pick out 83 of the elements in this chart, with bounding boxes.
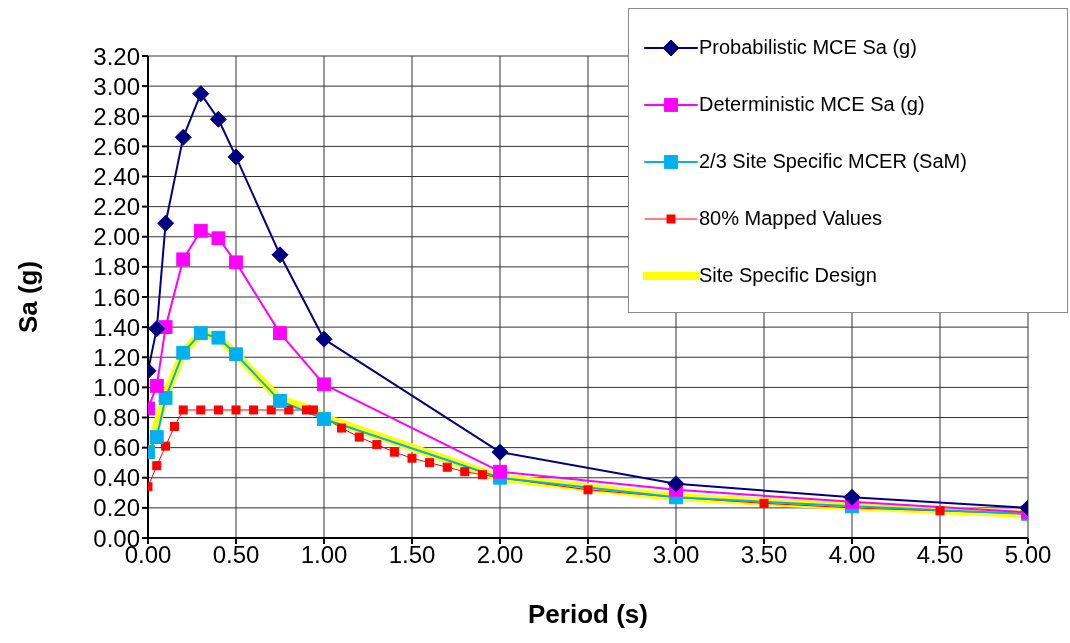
point (407, 453, 417, 463)
y-tick-label: 0.60 (93, 434, 140, 462)
point (759, 498, 769, 508)
x-tick-label: 4.50 (916, 541, 964, 569)
y-tick-label: 1.40 (93, 313, 140, 341)
point (231, 405, 241, 415)
y-tick-label: 2.40 (93, 163, 140, 191)
point (193, 326, 208, 341)
y-tick-label: 0.20 (93, 494, 140, 522)
y-tick-label: 1.00 (93, 373, 140, 401)
y-tick-label: 2.60 (93, 132, 140, 160)
legend-label: Probabilistic MCE Sa (g) (699, 36, 917, 59)
point (196, 405, 206, 415)
y-tick-label: 1.60 (93, 283, 140, 311)
y-tick-label: 2.00 (93, 223, 140, 251)
point (493, 464, 507, 479)
y-tick-label: 3.20 (93, 42, 140, 70)
y-tick-label: 3.00 (93, 72, 140, 100)
point (284, 405, 294, 415)
legend-label: 80% Mapped Values (699, 207, 883, 230)
point (193, 223, 208, 238)
point (317, 377, 331, 392)
point (149, 430, 164, 444)
point (176, 345, 191, 360)
point (211, 330, 226, 345)
point (308, 405, 318, 415)
point (161, 441, 171, 451)
point (169, 422, 179, 432)
x-tick-label: 3.50 (740, 541, 788, 569)
point (192, 85, 210, 103)
point (442, 462, 452, 472)
x-tick-label: 2.00 (476, 541, 524, 569)
y-tick-label: 0.40 (93, 464, 140, 492)
y-tick-label: 2.20 (93, 193, 140, 221)
y-tick-label: 0.80 (93, 404, 140, 432)
point (213, 405, 223, 415)
point (337, 423, 347, 433)
y-tick-label: 1.80 (93, 253, 140, 281)
legend-label: Site Specific Design (699, 264, 877, 287)
point (266, 405, 276, 415)
point (372, 440, 382, 450)
point (209, 110, 227, 128)
point (152, 461, 162, 471)
point (176, 252, 191, 267)
x-tick-label: 1.50 (388, 541, 436, 569)
point (174, 128, 192, 146)
point (229, 347, 243, 362)
point (271, 246, 289, 264)
point (389, 447, 399, 457)
point (843, 488, 861, 506)
y-tick-label: 1.20 (93, 343, 140, 371)
point (477, 470, 487, 480)
x-tick-label: 0.50 (212, 541, 260, 569)
point (491, 443, 509, 461)
point (229, 255, 243, 270)
point (583, 485, 593, 495)
point (667, 475, 685, 493)
legend-label: Deterministic MCE Sa (g) (699, 93, 925, 116)
y-axis-title: Sa (g) (13, 260, 44, 334)
x-tick-label: 1.00 (300, 541, 348, 569)
x-tick-label: 4.00 (828, 541, 876, 569)
point (157, 214, 175, 232)
point (354, 432, 364, 442)
x-tick-label: 3.00 (652, 541, 700, 569)
point (315, 330, 333, 348)
point (460, 467, 470, 477)
point (178, 405, 188, 415)
x-axis-title: Period (s) (528, 599, 648, 629)
point (227, 148, 245, 166)
point (273, 326, 287, 341)
point (211, 231, 226, 246)
point (158, 391, 173, 405)
legend-label: 2/3 Site Specific MCER (SaM) (699, 150, 967, 173)
y-tick-label: 2.80 (93, 102, 140, 130)
x-tick-label: 5.00 (1004, 541, 1052, 569)
point (425, 458, 435, 468)
point (148, 320, 166, 338)
point (935, 506, 945, 516)
point (149, 378, 164, 393)
point (249, 405, 259, 415)
x-tick-label: 2.50 (564, 541, 612, 569)
point (317, 412, 331, 426)
point (273, 394, 287, 408)
